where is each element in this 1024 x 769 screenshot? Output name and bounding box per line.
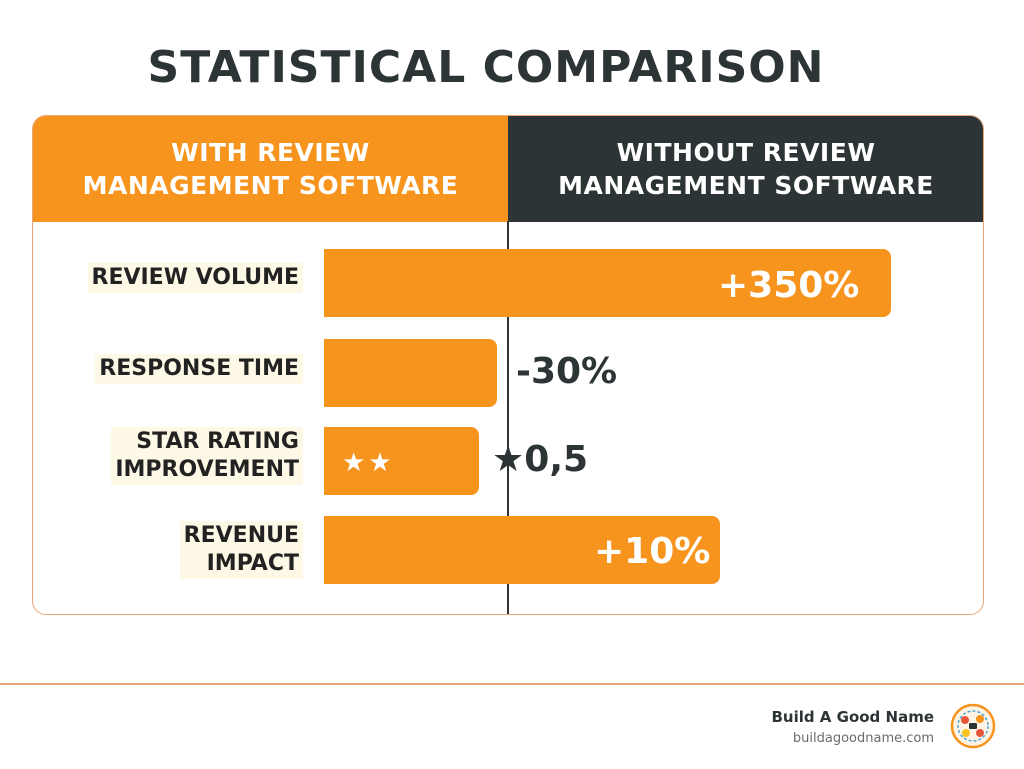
value-revenue-impact: +10% [594,531,711,572]
value-star-rating: ★0,5 [492,439,589,480]
bar-response-time [324,339,497,407]
value-review-volume: +350% [718,265,860,306]
bar-star-rating [324,427,479,495]
with-header-line-2: MANAGEMENT SOFTWARE [82,171,459,200]
value-response-time: -30% [516,351,618,392]
label-line: IMPACT [206,551,299,576]
page-title: STATISTICAL COMPARISON [147,42,825,93]
label-review-volume: REVIEW VOLUME [87,263,303,293]
without-header-line-1: WITHOUT REVIEW [616,138,876,167]
star-icons: ★★ [342,448,395,478]
footer-divider [0,683,1024,685]
label-line: REVENUE [183,523,299,548]
logo-icon [950,703,996,749]
label-line: REVIEW VOLUME [91,265,300,290]
without-software-header: WITHOUT REVIEW MANAGEMENT SOFTWARE [508,116,983,222]
label-revenue-impact: REVENUE IMPACT [179,521,303,579]
label-response-time: RESPONSE TIME [95,354,303,384]
column-divider [507,221,509,614]
with-software-header: WITH REVIEW MANAGEMENT SOFTWARE [33,116,508,222]
bar-revenue-impact [324,516,720,584]
without-header-line-2: MANAGEMENT SOFTWARE [558,171,934,200]
label-line: STAR RATING [136,429,299,454]
label-line: RESPONSE TIME [99,356,299,381]
bar-review-volume [324,249,891,317]
brand-url: buildagoodname.com [792,731,934,746]
brand-name: Build A Good Name [771,708,934,726]
label-line: IMPROVEMENT [115,457,299,482]
label-star-rating: STAR RATING IMPROVEMENT [111,427,303,485]
with-header-line-1: WITH REVIEW [171,138,370,167]
